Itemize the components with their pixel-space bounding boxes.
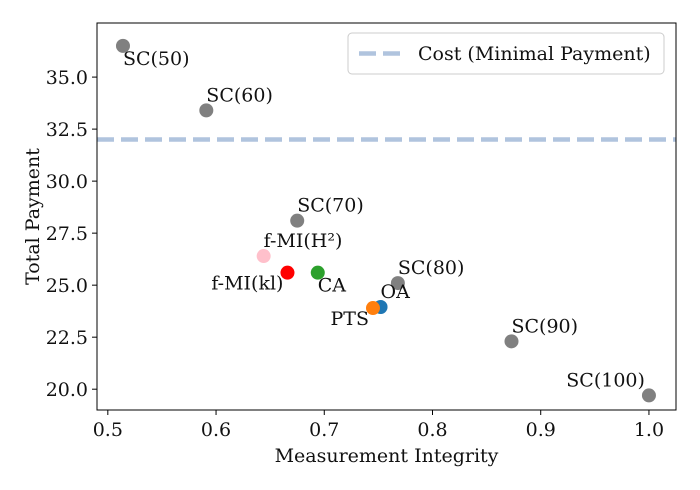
plot-frame xyxy=(96,22,677,411)
point-labels-layer: SC(50) SC(60) SC(70) f-MI(H²) f-MI(kl) CA SC(8… xyxy=(123,48,645,392)
y-tick-label: 30.0 xyxy=(46,171,88,193)
x-tick-label: 0.6 xyxy=(201,419,231,441)
label-sc-60: SC(60) xyxy=(206,84,273,106)
point-ca xyxy=(310,265,325,280)
x-tick-label: 0.9 xyxy=(526,419,556,441)
point-sc-90 xyxy=(504,334,519,349)
y-tick-label: 35.0 xyxy=(46,67,88,89)
points-layer xyxy=(115,38,656,403)
point-sc-70 xyxy=(290,213,305,228)
label-f-mi-h2: f-MI(H²) xyxy=(264,230,343,252)
point-pts xyxy=(365,301,380,316)
label-f-mi-kl: f-MI(kl) xyxy=(211,273,283,295)
x-axis-title: Measurement Integrity xyxy=(275,445,499,467)
axes-layer: 0.5 0.6 0.7 0.8 0.9 1.0 20.0 22.5 25.0 27.5 30.0 32… xyxy=(46,22,677,441)
legend: Cost (Minimal Payment) xyxy=(347,32,665,75)
label-sc-70: SC(70) xyxy=(297,195,364,217)
y-axis-title: Total Payment xyxy=(22,148,44,285)
label-sc-90: SC(90) xyxy=(511,315,578,337)
point-sc-100 xyxy=(641,388,656,403)
label-sc-100: SC(100) xyxy=(566,369,645,391)
label-ca: CA xyxy=(318,275,347,297)
x-tick-label: 0.7 xyxy=(309,419,339,441)
label-oa: OA xyxy=(381,281,411,303)
y-tick-label: 22.5 xyxy=(46,327,88,349)
label-sc-50: SC(50) xyxy=(123,48,190,70)
label-sc-80: SC(80) xyxy=(398,257,465,279)
legend-box xyxy=(347,32,665,75)
x-tick-label: 1.0 xyxy=(634,419,664,441)
y-tick-label: 27.5 xyxy=(46,223,88,245)
x-tick-label: 0.5 xyxy=(93,419,123,441)
legend-label: Cost (Minimal Payment) xyxy=(418,43,651,65)
y-tick-label: 20.0 xyxy=(46,379,88,401)
x-tick-label: 0.8 xyxy=(417,419,447,441)
point-sc-60 xyxy=(199,103,214,118)
label-pts: PTS xyxy=(330,308,368,330)
point-sc-50 xyxy=(115,38,130,53)
y-tick-label: 25.0 xyxy=(46,275,88,297)
point-f-mi-h2 xyxy=(256,249,271,264)
y-tick-label: 32.5 xyxy=(46,119,88,141)
point-sc-80 xyxy=(390,276,405,291)
point-f-mi-kl xyxy=(280,265,295,280)
